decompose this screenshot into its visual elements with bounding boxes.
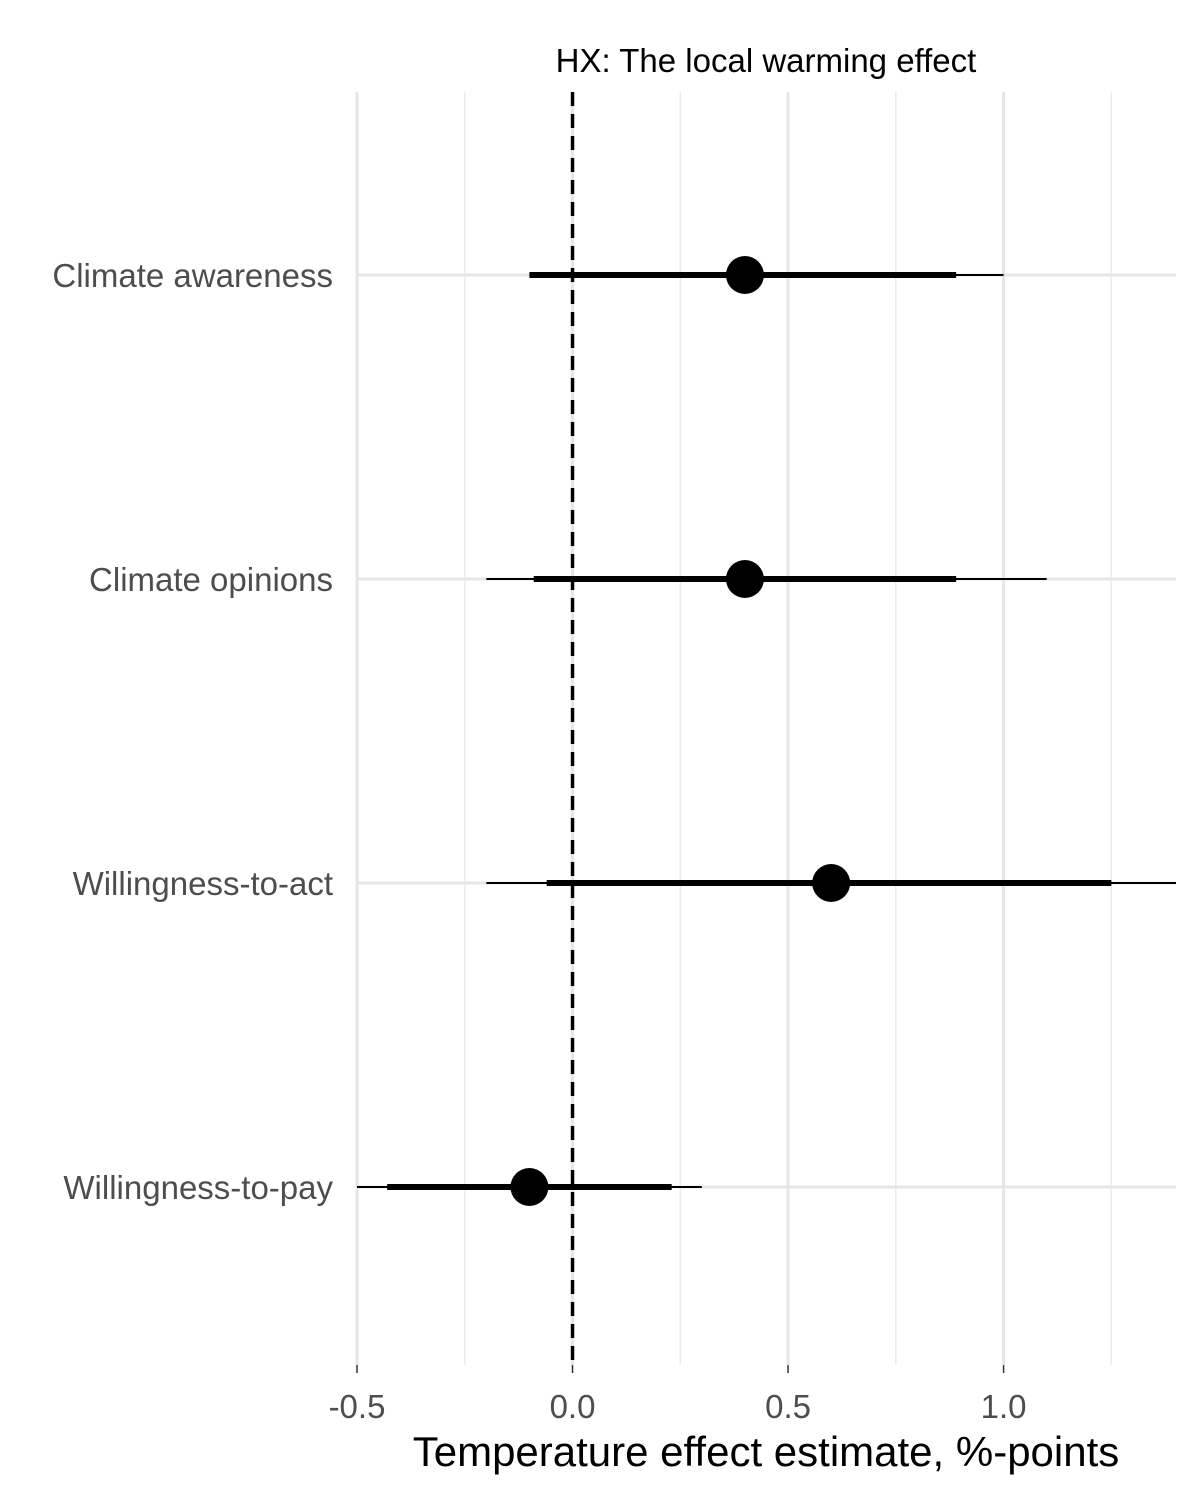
y-tick-label-climate-awareness: Climate awareness <box>52 257 333 294</box>
x-tick-label-3: 1.0 <box>981 1388 1027 1425</box>
y-tick-label-climate-opinions: Climate opinions <box>89 561 333 598</box>
y-axis-labels: Climate awareness Climate opinions Willing… <box>52 257 333 1206</box>
point-estimate-willingness-to-act <box>812 864 851 902</box>
x-axis-label: Temperature effect estimate, %-points <box>413 1428 1120 1475</box>
y-tick-label-willingness-to-pay: Willingness-to-pay <box>63 1169 333 1206</box>
x-tick-label-1: 0.0 <box>550 1388 596 1425</box>
point-estimate-climate-opinions <box>725 560 764 598</box>
estimate-marks <box>357 256 1176 1206</box>
x-axis-ticks: -0.5 0.0 0.5 1.0 <box>329 1365 1027 1425</box>
x-tick-label-0: -0.5 <box>329 1388 386 1425</box>
y-tick-label-willingness-to-act: Willingness-to-act <box>73 865 333 902</box>
x-tick-label-2: 0.5 <box>765 1388 811 1425</box>
point-estimate-climate-awareness <box>725 256 764 294</box>
grid <box>355 92 1176 1365</box>
point-estimate-willingness-to-pay <box>510 1168 549 1206</box>
chart-title: HX: The local warming effect <box>556 42 977 79</box>
